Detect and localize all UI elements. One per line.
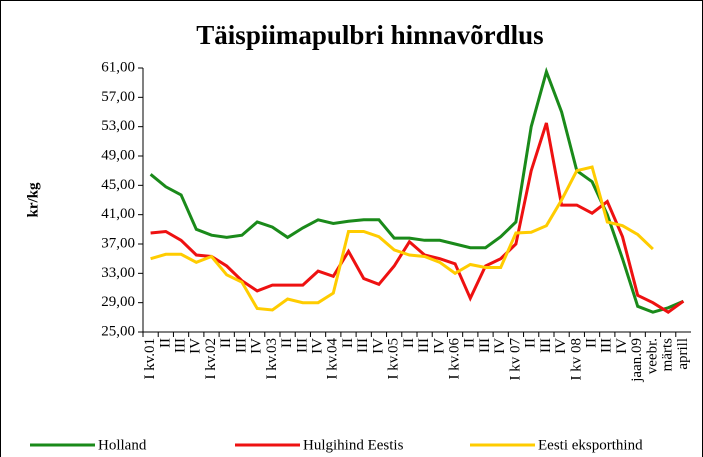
x-tick-label: I kv 07 [507,338,523,381]
x-tick-label: I kv 08 [568,338,584,381]
y-tick-label: 57,00 [101,89,135,105]
x-tick-label: II [279,338,295,348]
series-line [150,122,685,315]
x-tick-label: I kv.05 [386,338,402,380]
x-tick-label: III [599,338,615,353]
y-tick-label: 37,00 [101,235,135,251]
x-tick-label: jaan.09 [629,338,645,383]
x-tick-label: III [172,338,188,353]
x-tick-label: IV [188,338,204,354]
y-axis-label: kr/kg [25,182,41,218]
x-tick-label: IV [492,338,508,354]
series-line [149,66,684,314]
x-tick-label: I kv.01 [142,338,158,380]
x-tick-label: I kv.03 [264,338,280,380]
x-tick-label: III [538,338,554,353]
legend-label: Hulgihind Eestis [303,437,404,453]
x-tick-label: III [477,338,493,353]
x-tick-label: I kv.04 [325,338,341,380]
x-tick-label: I kv.06 [446,338,462,380]
x-tick-label: II [462,338,478,348]
x-tick-label: III [294,338,310,353]
x-tick-label: aprill [675,338,691,370]
y-tick-label: 33,00 [101,265,135,281]
x-tick-label: I kv.02 [203,338,219,380]
x-tick-label: IV [249,338,265,354]
y-tick-label: 25,00 [101,323,135,339]
y-tick-label: 53,00 [101,118,135,134]
x-tick-label: II [583,338,599,348]
x-tick-label: III [233,338,249,353]
x-tick-label: IV [370,338,386,354]
x-tick-label: IV [309,338,325,354]
y-tick-label: 41,00 [101,206,135,222]
x-tick-label: II [340,338,356,348]
x-tick-label: IV [614,338,630,354]
x-tick-label: II [218,338,234,348]
y-tick-label: 61,00 [101,59,135,75]
x-tick-label: II [157,338,173,348]
legend-label: Eesti eksporthind [538,437,643,453]
x-tick-label: II [523,338,539,348]
x-tick-label: veebr. [644,338,660,374]
y-tick-label: 49,00 [101,147,135,163]
y-tick-label: 45,00 [101,177,135,193]
chart-title: Täispiimapulbri hinnavõrdlus [196,20,543,50]
x-tick-label: IV [431,338,447,354]
x-tick-label: III [416,338,432,353]
y-tick-label: 29,00 [101,294,135,310]
x-tick-label: II [401,338,417,348]
series-line [150,165,654,312]
x-tick-label: IV [553,338,569,354]
legend-label: Holland [98,437,147,453]
x-tick-label: III [355,338,371,353]
x-tick-label: märts [660,338,676,371]
